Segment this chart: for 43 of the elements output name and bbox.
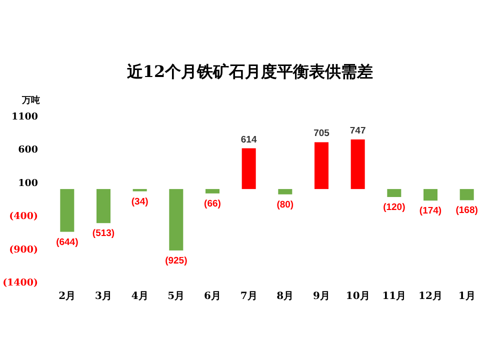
data-label: (925) bbox=[165, 255, 188, 266]
data-label: 705 bbox=[314, 128, 330, 140]
x-tick-label: 8月 bbox=[276, 291, 294, 302]
x-tick-label: 1月 bbox=[458, 291, 476, 302]
bar bbox=[96, 189, 110, 224]
data-label: 614 bbox=[240, 134, 258, 146]
y-tick-label: 100 bbox=[18, 178, 38, 189]
data-label: (644) bbox=[56, 236, 78, 248]
x-tick-label: 3月 bbox=[95, 291, 112, 302]
bar bbox=[169, 189, 184, 250]
x-tick-label: 4月 bbox=[131, 291, 148, 302]
y-tick-label: 600 bbox=[18, 144, 38, 156]
data-label: (513) bbox=[92, 228, 115, 240]
x-tick-label: 9月 bbox=[313, 291, 330, 302]
x-tick-label: 12月 bbox=[418, 291, 442, 302]
bar bbox=[460, 189, 474, 200]
bar bbox=[350, 139, 365, 190]
data-label: (66) bbox=[204, 198, 221, 210]
data-label: (120) bbox=[383, 202, 406, 214]
bar bbox=[387, 189, 402, 198]
bar bbox=[278, 189, 292, 194]
bar bbox=[242, 148, 256, 190]
x-tick-label: 5月 bbox=[168, 291, 185, 302]
bar bbox=[314, 142, 328, 190]
y-tick-label: (1400) bbox=[2, 278, 38, 288]
bar bbox=[424, 189, 438, 201]
data-label: (34) bbox=[131, 196, 148, 208]
chart-title: 近12个月铁矿石月度平衡表供需差 bbox=[126, 62, 374, 81]
x-tick-label: 7月 bbox=[240, 291, 258, 302]
bar bbox=[60, 189, 74, 232]
x-tick-label: 11月 bbox=[382, 291, 406, 302]
y-tick-label: 1100 bbox=[12, 112, 38, 122]
data-label: 747 bbox=[350, 125, 366, 136]
data-label: (168) bbox=[456, 205, 478, 216]
y-tick-label: (900) bbox=[9, 244, 38, 256]
y-axis-title: 万吨 bbox=[21, 95, 40, 106]
x-tick-label: 10月 bbox=[346, 291, 370, 302]
data-label: (174) bbox=[419, 206, 442, 217]
data-label: (80) bbox=[276, 199, 294, 210]
y-tick-label: (400) bbox=[9, 211, 38, 222]
x-tick-label: 2月 bbox=[58, 291, 76, 302]
x-tick-label: 6月 bbox=[204, 291, 221, 302]
bar bbox=[206, 189, 220, 194]
